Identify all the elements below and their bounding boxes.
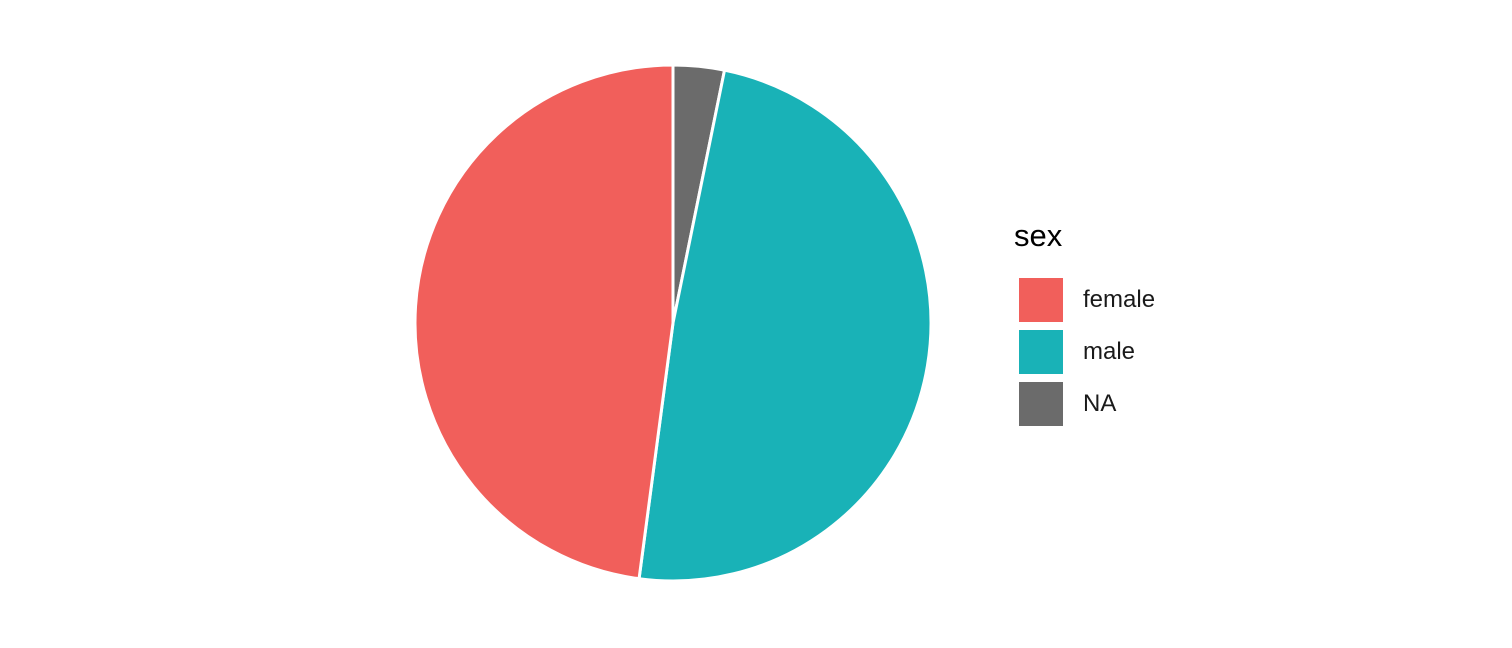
pie-slice-male xyxy=(637,68,933,583)
legend-item-male: male xyxy=(1014,326,1254,378)
legend-key-na xyxy=(1019,382,1063,426)
legend-items: female male NA xyxy=(1014,274,1254,430)
pie-slice-female xyxy=(413,63,675,581)
legend-item-na: NA xyxy=(1014,378,1254,430)
legend-key-female xyxy=(1019,278,1063,322)
legend-title: sex xyxy=(1014,218,1063,253)
legend: sex female male NA xyxy=(1014,220,1254,430)
legend-key-male xyxy=(1019,330,1063,374)
legend-label-male: male xyxy=(1083,338,1136,365)
legend-label-female: female xyxy=(1083,286,1156,313)
pie-slices xyxy=(413,63,933,583)
legend-label-na: NA xyxy=(1083,390,1117,417)
legend-item-female: female xyxy=(1014,274,1254,326)
